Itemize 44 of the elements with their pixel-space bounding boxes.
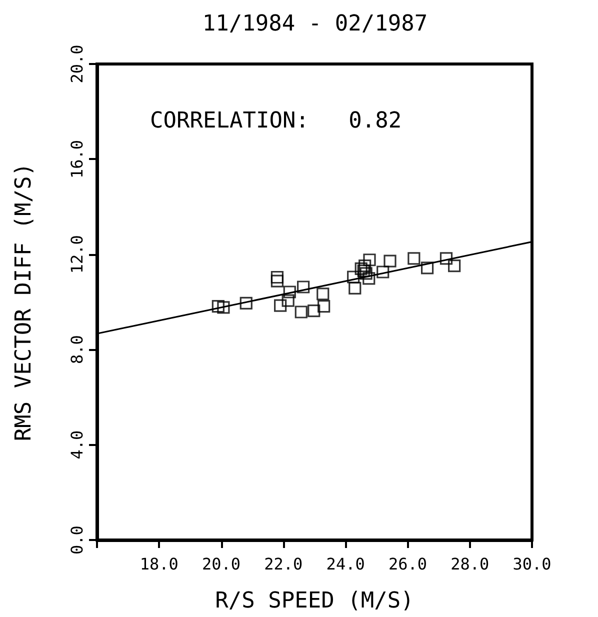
point: [354, 262, 368, 275]
point: [217, 301, 230, 314]
point: [347, 270, 360, 284]
point: [270, 274, 284, 288]
point: [270, 270, 284, 284]
x-tick-label: 26.0: [388, 554, 427, 574]
point: [384, 254, 396, 268]
point: [360, 267, 372, 280]
y-tick-label: 0.0: [68, 526, 86, 554]
point: [348, 282, 362, 294]
annotation: CORRELATION: 0.82: [150, 108, 402, 134]
point: [283, 286, 296, 298]
x-tick-label: 18.0: [140, 554, 178, 574]
x-axis-title: R/S SPEED (M/S): [215, 588, 414, 614]
y-tick-label: 16.0: [68, 140, 86, 178]
y-tick-label: 8.0: [68, 335, 86, 364]
x-tick-label: 24.0: [326, 554, 365, 574]
point: [318, 300, 330, 313]
point: [240, 296, 252, 310]
point: [408, 252, 420, 265]
point: [376, 266, 390, 278]
point: [308, 304, 320, 318]
point: [420, 262, 434, 274]
y-axis-title: RMS VECTOR DIFF (M/S): [12, 162, 36, 442]
x-tick-label: 28.0: [450, 554, 490, 574]
y-tick-label: 12.0: [68, 235, 86, 274]
point: [363, 254, 376, 266]
point: [294, 306, 308, 318]
y-tick-label: 4.0: [68, 430, 86, 460]
point: [212, 300, 224, 313]
point: [357, 264, 370, 278]
x-tick-label: 20.0: [202, 554, 241, 574]
point: [274, 299, 287, 312]
x-tick-label: 30.0: [512, 554, 552, 574]
point: [316, 288, 330, 300]
point: [297, 280, 310, 294]
point: [282, 294, 294, 307]
y-tick-label: 20.0: [68, 44, 86, 84]
point: [448, 260, 461, 272]
x-tick-label: 22.0: [264, 554, 303, 574]
point: [358, 260, 372, 272]
point: [440, 252, 453, 265]
point: [362, 272, 376, 285]
chart-title: 11/1984 - 02/1987: [202, 12, 428, 36]
